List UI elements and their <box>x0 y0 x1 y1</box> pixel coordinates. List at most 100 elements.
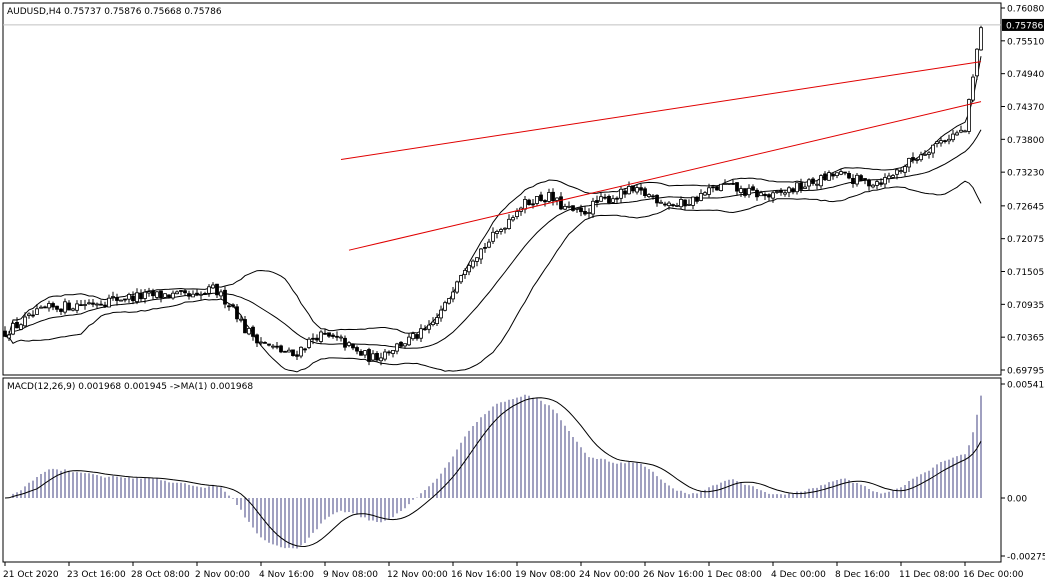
candle <box>595 195 599 208</box>
candle-body <box>903 166 907 173</box>
candle-body <box>755 189 759 198</box>
candle <box>959 125 963 134</box>
candle <box>115 293 119 306</box>
candle-body <box>531 203 535 206</box>
candle-body <box>455 281 459 293</box>
price-tick-label: 0.75510 <box>1007 37 1044 47</box>
candle <box>231 303 235 308</box>
candle-body <box>919 154 923 161</box>
candle-body <box>235 306 239 320</box>
candle <box>323 328 327 335</box>
candle <box>711 185 715 193</box>
candle-body <box>599 196 603 202</box>
candle-body <box>199 293 203 296</box>
candle <box>267 343 271 347</box>
candle <box>215 283 219 298</box>
candle-body <box>695 196 699 202</box>
candle <box>571 205 575 212</box>
candle <box>815 180 819 190</box>
candle-body <box>243 319 247 334</box>
candle-body <box>459 275 463 283</box>
candle-body <box>91 302 95 305</box>
candle-body <box>503 227 507 230</box>
candle <box>443 300 447 312</box>
candle-body <box>227 305 231 308</box>
candle-body <box>943 140 947 143</box>
candle-body <box>327 332 331 337</box>
time-tick-label: 4 Dec 00:00 <box>771 570 826 580</box>
candle <box>979 25 983 51</box>
candle <box>803 183 807 189</box>
candle-body <box>687 203 691 206</box>
candle <box>139 289 143 302</box>
candle-body <box>643 188 647 197</box>
candle <box>179 290 183 296</box>
channel-upper-line <box>340 61 982 160</box>
candle-body <box>663 203 667 206</box>
candle <box>487 238 491 249</box>
candle-body <box>259 341 263 344</box>
candle <box>483 243 487 253</box>
candle-body <box>811 178 815 184</box>
candle <box>939 136 943 147</box>
candle-body <box>311 337 315 340</box>
candle-body <box>99 303 103 306</box>
candle <box>87 299 91 305</box>
candle-body <box>627 185 631 195</box>
candle-body <box>579 207 583 213</box>
candle <box>99 300 103 306</box>
candle-body <box>563 205 567 210</box>
candle <box>563 203 567 211</box>
candle-body <box>611 198 615 203</box>
candle <box>615 196 619 204</box>
candle-body <box>795 182 799 193</box>
candle <box>767 193 771 202</box>
candle-body <box>595 200 599 203</box>
price-tick-label: 0.70365 <box>1007 334 1044 344</box>
candle-body <box>335 335 339 338</box>
candle-body <box>271 345 275 348</box>
candle <box>403 343 407 349</box>
candle <box>899 167 903 174</box>
macd-tick-label: 0.00 <box>1007 495 1027 505</box>
candle <box>395 342 399 355</box>
candle <box>867 178 871 191</box>
candle-body <box>635 187 639 193</box>
candle <box>307 337 311 350</box>
candle-body <box>819 175 823 187</box>
candle-body <box>571 205 575 211</box>
candle-body <box>215 283 219 296</box>
candle <box>855 173 859 187</box>
candle-body <box>207 286 211 294</box>
candle-body <box>763 193 767 197</box>
candle <box>7 331 11 341</box>
candle-body <box>175 291 179 295</box>
candle-body <box>743 188 747 196</box>
candle-body <box>23 316 27 327</box>
candle <box>227 303 231 311</box>
candle-body <box>715 186 719 191</box>
candle-body <box>323 332 327 335</box>
candle-body <box>583 210 587 215</box>
candle-body <box>499 229 503 232</box>
candle-body <box>615 197 619 200</box>
candle <box>731 179 735 185</box>
candle-body <box>831 173 835 177</box>
candle <box>275 342 279 350</box>
candle-body <box>775 191 779 193</box>
candle <box>887 172 891 183</box>
candle <box>883 173 887 188</box>
candle-body <box>899 170 903 173</box>
candle <box>431 317 435 327</box>
candle <box>339 334 343 342</box>
candle <box>935 141 939 148</box>
candle <box>679 196 683 210</box>
candle <box>635 184 639 195</box>
candle <box>655 194 659 207</box>
candle <box>379 352 383 366</box>
candle-body <box>267 343 271 346</box>
candle <box>107 294 111 308</box>
candle <box>131 291 135 305</box>
candle-body <box>631 185 635 192</box>
candle <box>791 187 795 195</box>
